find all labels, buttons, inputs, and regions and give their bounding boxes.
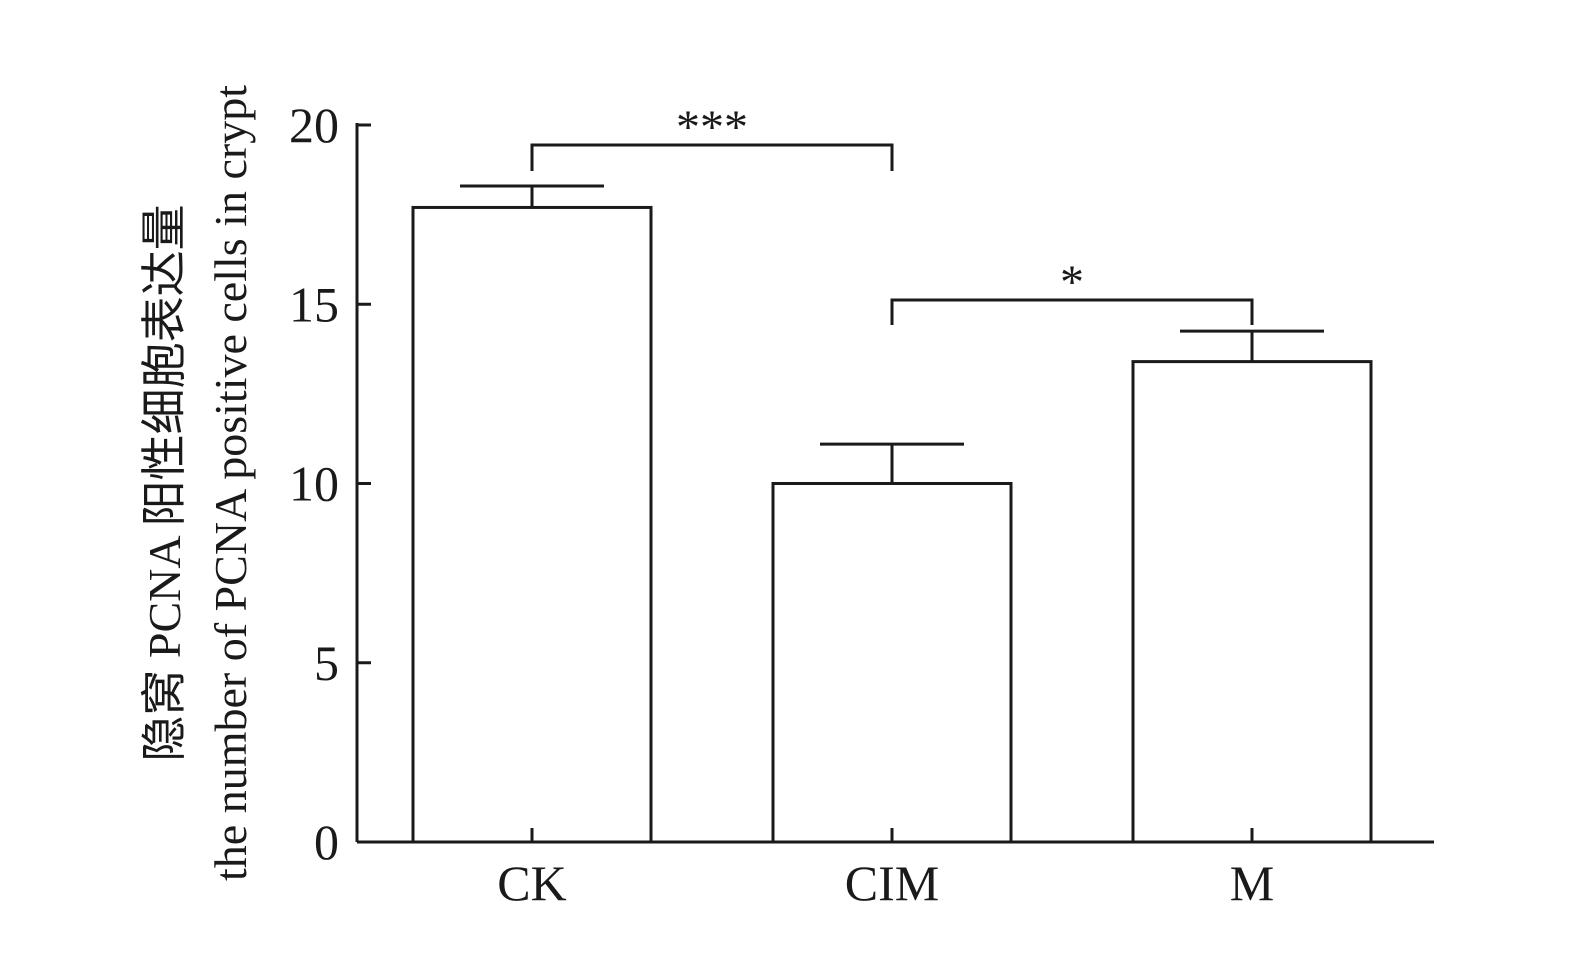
y-tick-label-20: 20 [289,97,339,153]
y-axis-title: 隐窝 PCNA 阳性细胞表达量 the number of PCNA posit… [139,85,256,881]
y-tick-label-10: 10 [289,456,339,512]
y-ticks: 0 5 10 15 20 [289,97,371,870]
significance-brackets: **** [530,101,1254,325]
significance-bracket-2 [890,298,1254,325]
y-tick-label-0: 0 [314,814,339,870]
significance-label-2: * [1060,256,1084,309]
bar-m [1131,360,1373,844]
x-tick-label-cim: CIM [845,855,939,911]
y-tick-label-5: 5 [314,635,339,691]
y-axis-title-english: the number of PCNA positive cells in cry… [205,85,256,881]
bars [411,184,1373,844]
y-tick-label-15: 15 [289,276,339,332]
significance-label-1: *** [676,101,748,154]
category-labels: CK CIM M [497,828,1274,911]
bar-ck [411,205,653,844]
bar-cim [771,482,1013,844]
x-tick-label-ck: CK [497,855,566,911]
y-axis-title-chinese: 隐窝 PCNA 阳性细胞表达量 [139,204,190,761]
x-tick-label-m: M [1230,855,1274,911]
significance-bracket-1 [530,143,894,171]
